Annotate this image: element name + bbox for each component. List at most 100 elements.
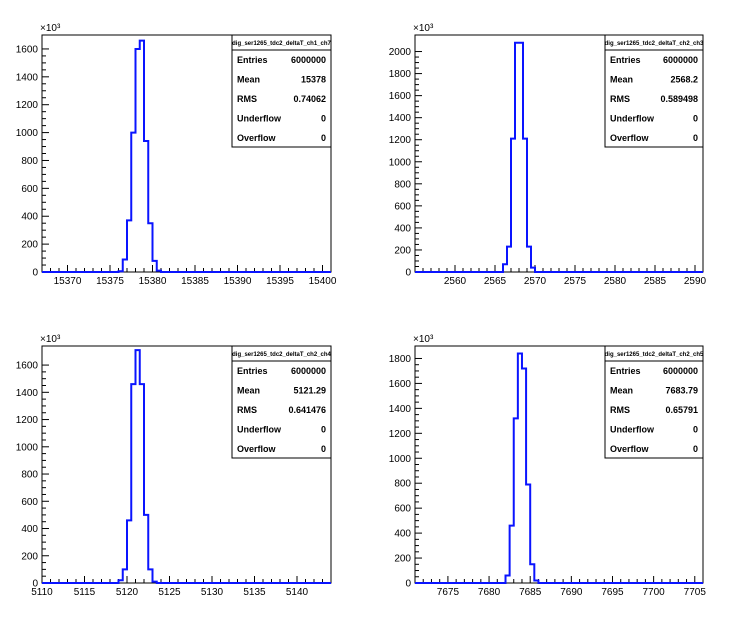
- histogram-bin: [148, 223, 152, 272]
- y-tick-label: 1800: [389, 354, 412, 365]
- x-tick-label: 7685: [519, 587, 542, 598]
- histogram-bin: [153, 582, 157, 583]
- stats-row-value: 0: [693, 113, 698, 123]
- histogram-panel-3: ×10³ 0 200 400 600 800 1000 1200 1400 1600 5110 511…: [16, 334, 332, 598]
- stats-row-value: 5121.29: [293, 386, 326, 396]
- histogram-bin: [527, 247, 531, 272]
- stats-row-label: Entries: [610, 366, 641, 376]
- y-tick-label: 1600: [16, 361, 39, 372]
- stats-row-value: 0: [693, 444, 698, 454]
- histogram-bin: [144, 141, 148, 272]
- y-tick-label: 1000: [16, 128, 39, 139]
- y-tick-label: 200: [394, 245, 411, 256]
- stats-box: dig_ser1265_tdc2_deltaT_ch2_ch4 Entries 60…: [231, 345, 332, 459]
- histogram-bin: [127, 520, 131, 583]
- histogram-bin: [148, 569, 152, 583]
- histogram-bin: [119, 271, 123, 272]
- stats-row-value: 6000000: [663, 55, 698, 65]
- x-tick-label: 7680: [478, 587, 501, 598]
- stats-row-label: RMS: [610, 94, 630, 104]
- stats-box-border: [231, 345, 332, 459]
- stats-title: dig_ser1265_tdc2_deltaT_ch2_ch3: [605, 41, 704, 47]
- stats-row-label: Overflow: [237, 444, 277, 454]
- histogram-bin: [506, 576, 510, 583]
- stats-row-value: 0: [321, 444, 326, 454]
- stats-row-value: 0: [321, 133, 326, 143]
- y-tick-label: 1000: [389, 157, 412, 168]
- stats-row-label: RMS: [237, 405, 257, 415]
- y-tick-label: 1200: [389, 135, 412, 146]
- x-tick-label: 7700: [643, 587, 666, 598]
- histogram-bin: [531, 268, 535, 272]
- y-tick-label: 1200: [16, 415, 39, 426]
- histogram-bin: [514, 418, 518, 583]
- stats-row-value: 0.65791: [665, 405, 698, 415]
- stats-row-value: 0.589498: [660, 94, 698, 104]
- x-tick-label: 5125: [158, 587, 181, 598]
- stats-row-label: Underflow: [237, 113, 282, 123]
- stats-row-label: Overflow: [237, 133, 277, 143]
- histogram-bin: [131, 133, 135, 272]
- y-tick-label: 400: [394, 223, 411, 234]
- y-tick-label: 1000: [16, 442, 39, 453]
- y-tick-label: 1000: [389, 454, 412, 465]
- y-tick-label: 0: [32, 268, 38, 279]
- x-tick-label: 7705: [684, 587, 707, 598]
- y-tick-label: 0: [405, 579, 411, 590]
- y-tick-label: 600: [21, 184, 38, 195]
- histogram-bin: [136, 49, 140, 272]
- y-tick-label: 1400: [389, 113, 412, 124]
- histogram-bin: [518, 353, 522, 583]
- stats-box-border: [231, 34, 332, 148]
- histogram-bin: [507, 247, 511, 272]
- stats-box: dig_ser1265_tdc2_deltaT_ch2_ch3 Entries 60…: [604, 34, 704, 148]
- x-tick-label: 5140: [286, 587, 309, 598]
- x-tick-label: 5110: [31, 587, 53, 598]
- y-tick-label: 1400: [16, 72, 39, 83]
- stats-row-value: 0: [693, 424, 698, 434]
- histogram-bin: [123, 569, 127, 583]
- stats-row-value: 0: [321, 424, 326, 434]
- y-tick-label: 0: [32, 579, 38, 590]
- y-tick-label: 400: [394, 529, 411, 540]
- histogram-bin: [144, 515, 148, 583]
- x-tick-label: 7695: [601, 587, 624, 598]
- histogram-bin: [153, 261, 157, 272]
- x-tick-label: 2590: [684, 276, 707, 287]
- stats-row-label: Entries: [237, 55, 268, 65]
- x-tick-label: 2565: [484, 276, 507, 287]
- x-tick-label: 2575: [564, 276, 587, 287]
- stats-row-value: 0: [321, 113, 326, 123]
- x-tick-label: 15395: [266, 276, 294, 287]
- histogram-panel-2: ×10³ 0 200 400 600 800 1000 1200 1400 1600 1800 200…: [389, 23, 707, 287]
- y-exponent-label: ×10³: [40, 23, 61, 34]
- histogram-bin: [534, 581, 538, 583]
- stats-row-value: 0.641476: [288, 405, 326, 415]
- histogram-bin: [523, 139, 527, 272]
- stats-row-label: Mean: [237, 75, 260, 85]
- y-tick-label: 400: [21, 212, 38, 223]
- x-tick-label: 5115: [74, 587, 96, 598]
- histogram-outline: [415, 352, 703, 584]
- histogram-panel-4: ×10³ 0 200 400 600 800 1000 1200 1400 1600 1800 767…: [389, 334, 707, 598]
- stats-row-label: Underflow: [610, 113, 655, 123]
- histogram-panel-1: ×10³ 0 200 400 600 800 1000 1200 1400 1600 15370 15…: [16, 23, 337, 287]
- stats-title: dig_ser1265_tdc2_deltaT_ch1_ch7: [232, 41, 331, 47]
- stats-row-label: Mean: [237, 386, 260, 396]
- x-tick-label: 2585: [644, 276, 667, 287]
- x-tick-label: 15370: [54, 276, 82, 287]
- x-tick-label: 15385: [181, 276, 209, 287]
- stats-row-label: Underflow: [610, 424, 655, 434]
- y-tick-label: 2000: [389, 47, 412, 58]
- stats-row-label: Mean: [610, 75, 633, 85]
- histogram-outline: [42, 39, 331, 273]
- stats-row-label: Overflow: [610, 133, 650, 143]
- stats-row-value: 2568.2: [670, 75, 698, 85]
- histogram-bin: [515, 43, 519, 272]
- y-exponent-label: ×10³: [413, 23, 434, 34]
- x-tick-label: 2580: [604, 276, 627, 287]
- y-tick-label: 1400: [16, 388, 39, 399]
- stats-box: dig_ser1265_tdc2_deltaT_ch1_ch7 Entries 60…: [231, 34, 332, 148]
- y-tick-label: 600: [394, 201, 411, 212]
- y-tick-label: 1200: [16, 100, 39, 111]
